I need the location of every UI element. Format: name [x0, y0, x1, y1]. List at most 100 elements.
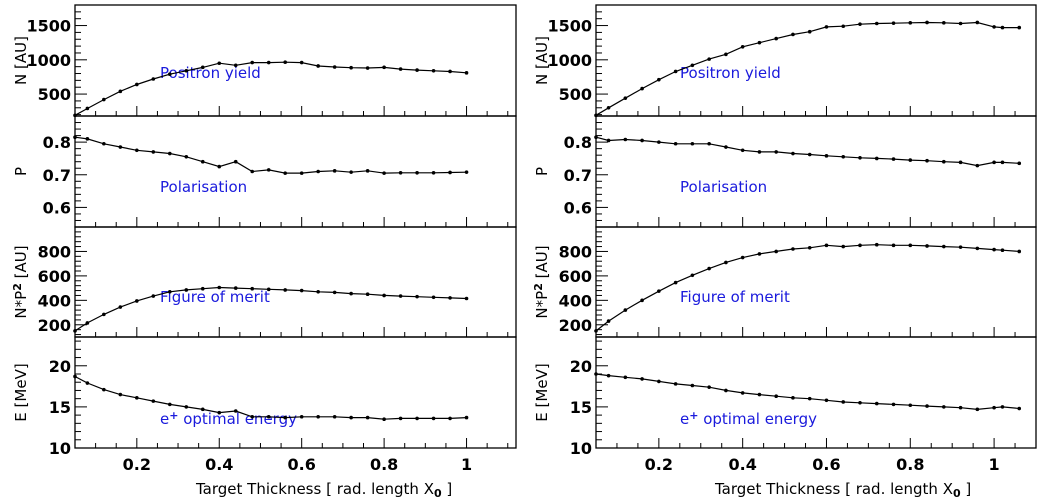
data-point [299, 288, 304, 293]
data-point [824, 25, 829, 29]
data-point [250, 169, 255, 174]
text-part: Target Thickness [ rad. length X [714, 480, 953, 498]
data-point [102, 312, 106, 317]
series-line [74, 136, 467, 174]
data-point [891, 243, 896, 248]
x-tick-label: 0.6 [812, 455, 840, 474]
data-point [200, 65, 205, 70]
y-axis-label: N*P2 [AU] [11, 245, 30, 318]
data-point [791, 396, 795, 400]
x-axis-label: Target Thickness [ rad. length X0 ] [195, 480, 452, 500]
data-point [657, 77, 661, 82]
y-tick-label: 15 [49, 398, 71, 417]
y-tick-label: 0.6 [564, 198, 592, 217]
data-point [925, 20, 929, 25]
data-point [874, 242, 879, 247]
data-point [858, 400, 862, 405]
text-part: + [169, 409, 178, 422]
data-point [135, 82, 139, 87]
data-point [349, 291, 353, 296]
data-point [757, 150, 762, 154]
panel-frame [74, 4, 517, 117]
data-point [606, 138, 611, 143]
data-point [925, 244, 929, 248]
y-tick-label: 500 [559, 85, 592, 104]
data-point [349, 170, 353, 174]
data-point [85, 381, 90, 385]
y-axis-label: P [533, 167, 551, 176]
y-tick-label: 400 [559, 291, 592, 310]
data-point [415, 68, 419, 72]
data-point [925, 158, 929, 163]
data-point [266, 414, 271, 419]
data-point [807, 396, 812, 401]
data-point [266, 168, 271, 172]
data-point [724, 260, 728, 265]
data-point [690, 63, 695, 68]
data-point [233, 63, 238, 68]
data-point [824, 243, 829, 248]
text-part: ] [442, 480, 453, 498]
y-tick-label: 1000 [26, 51, 71, 70]
data-point [415, 171, 419, 175]
panel-3: 10 15 20 E [MeV] e+ optimal energy [533, 336, 1037, 458]
data-point [217, 164, 222, 169]
panel-annotation: Figure of merit [160, 288, 270, 306]
data-point [657, 379, 661, 384]
data-point [200, 407, 205, 412]
text-part: Figure of merit [680, 288, 790, 306]
data-point [398, 171, 403, 175]
data-point [217, 285, 222, 290]
text-part: optimal energy [698, 410, 817, 428]
data-point [151, 77, 156, 81]
data-point [724, 388, 728, 393]
series-line [74, 61, 467, 116]
data-point [299, 414, 304, 419]
data-point [431, 68, 436, 73]
data-point [958, 245, 963, 249]
x-tick-label: 0.4 [728, 455, 756, 474]
data-point [85, 106, 90, 111]
data-point [250, 286, 255, 291]
data-point [942, 159, 946, 164]
data-point [707, 141, 711, 146]
panel-2: 200 400 600 800 N*P2 [AU] Figure of merit [532, 226, 1037, 338]
data-point [606, 105, 611, 110]
text-part: e [160, 410, 169, 428]
data-point [841, 244, 846, 249]
data-point [690, 383, 695, 388]
data-point [874, 21, 879, 26]
data-point [1017, 249, 1022, 254]
data-point [250, 60, 255, 65]
data-point [791, 32, 795, 37]
data-point [673, 280, 678, 285]
data-point [740, 44, 745, 49]
y-tick-label: 600 [38, 267, 71, 286]
x-tick-label: 0.4 [205, 455, 233, 474]
data-point [740, 255, 745, 260]
data-point [151, 294, 156, 298]
data-point [824, 398, 829, 403]
data-point [398, 67, 403, 71]
data-point [217, 410, 222, 415]
data-point [233, 409, 238, 413]
panel-annotation: Positron yield [160, 64, 261, 82]
data-point [283, 60, 287, 65]
data-point [623, 375, 628, 380]
data-point [908, 21, 913, 25]
data-point [657, 289, 661, 293]
data-point [1000, 248, 1005, 253]
text-part: 0 [434, 487, 442, 500]
y-axis-label: P [12, 167, 30, 176]
data-point [992, 160, 996, 165]
data-point [299, 171, 304, 175]
data-point [415, 416, 419, 421]
data-point [233, 286, 238, 290]
y-axis-label: N [AU] [533, 36, 551, 85]
data-point [992, 247, 996, 252]
text-part: Target Thickness [ rad. length X [195, 480, 434, 498]
data-point [102, 387, 106, 392]
y-axis-label: N*P2 [AU] [532, 245, 551, 318]
